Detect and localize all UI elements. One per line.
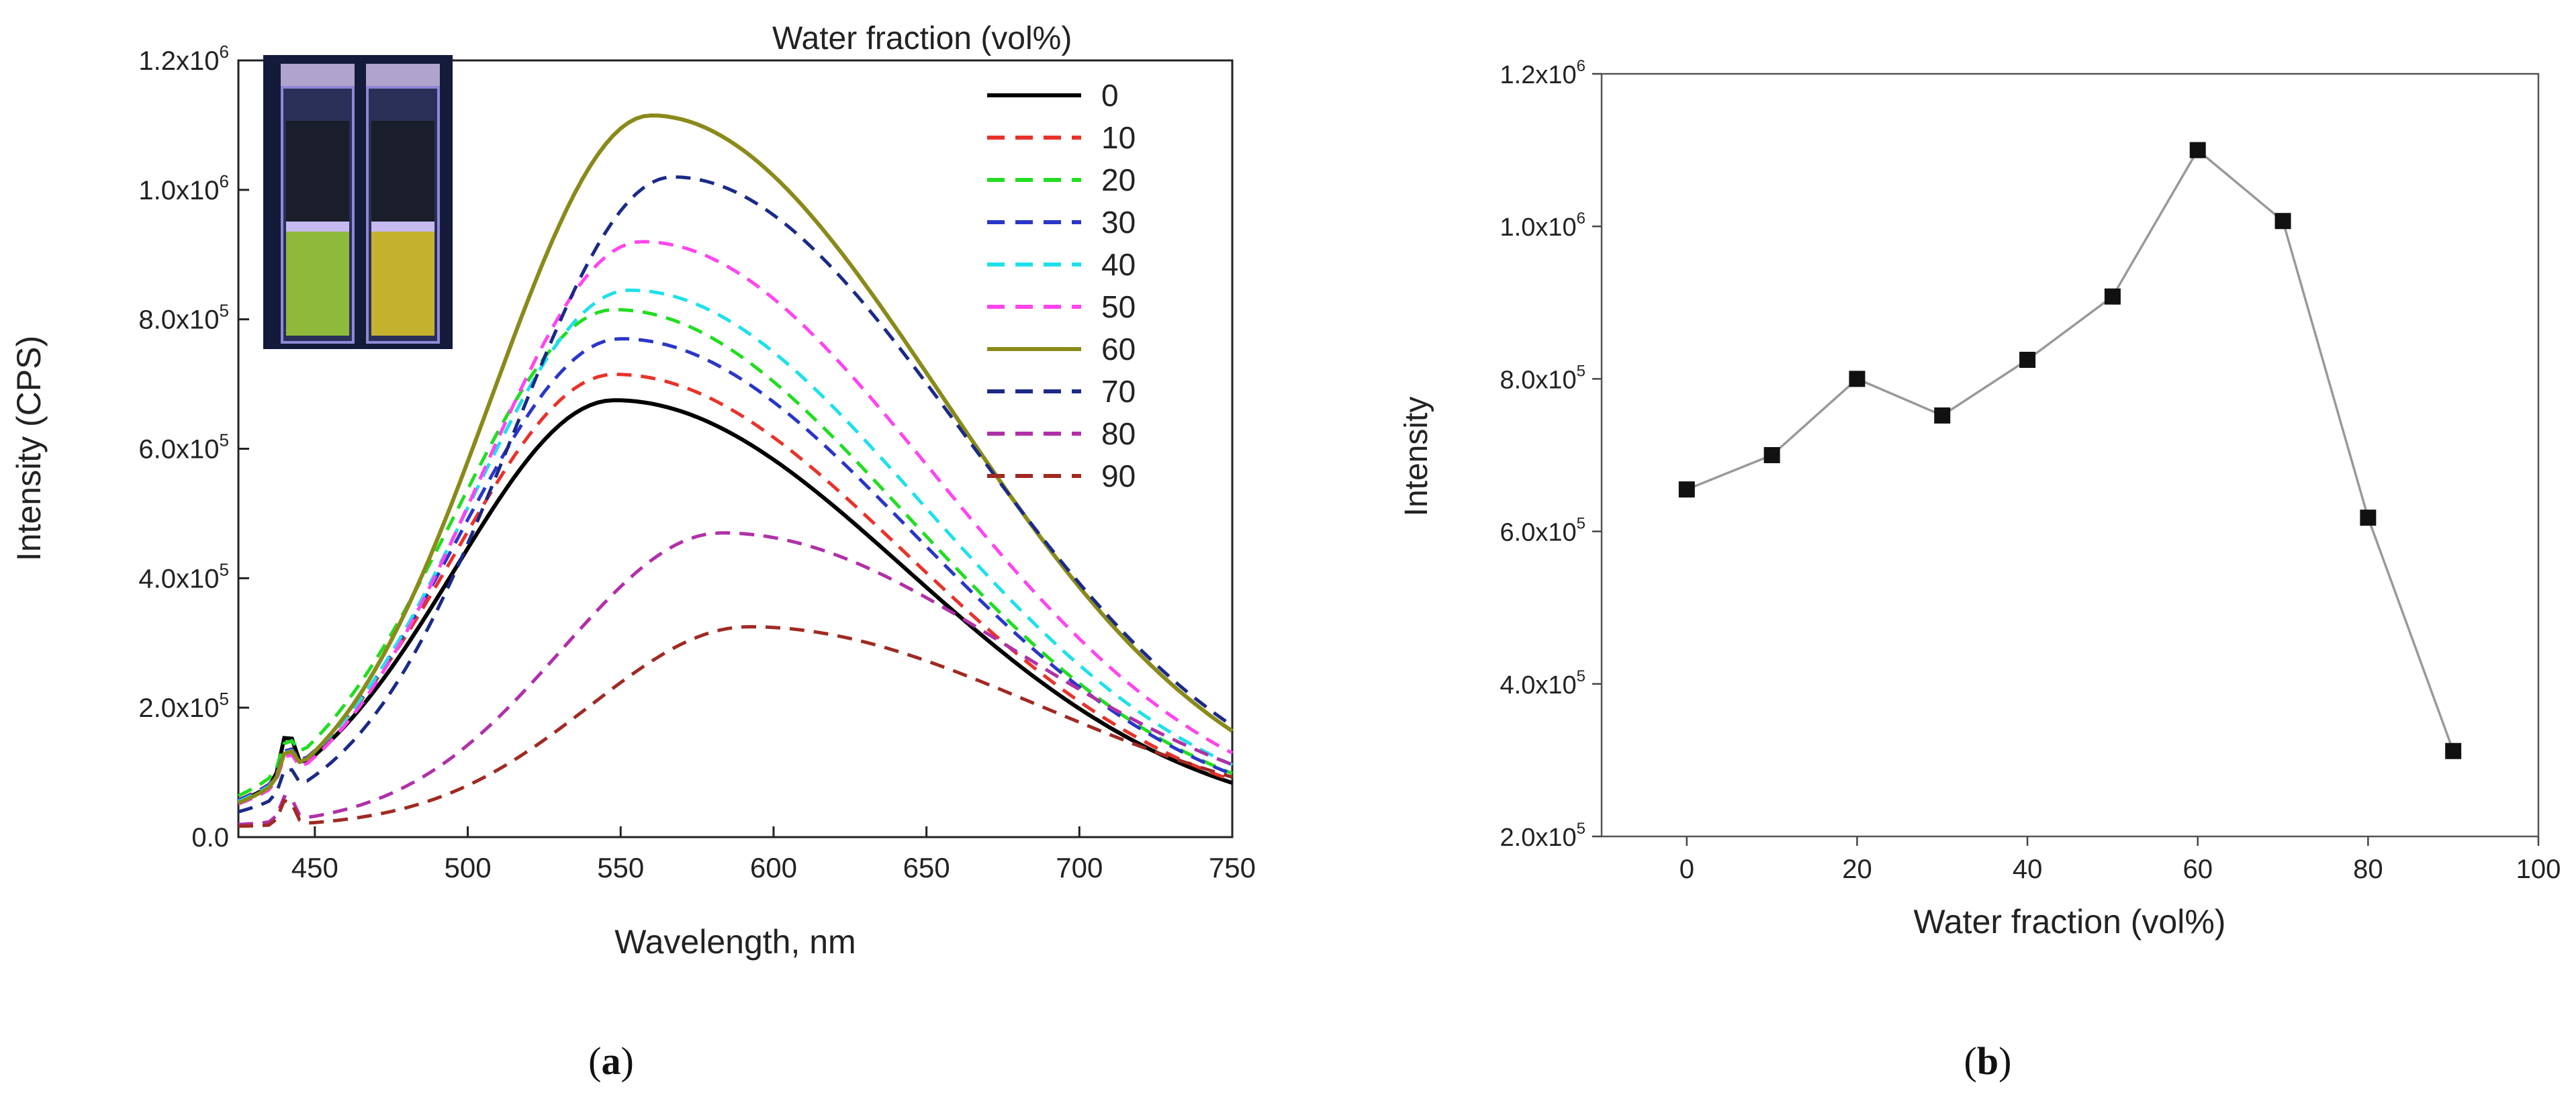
legend-label-10: 10	[1101, 120, 1136, 155]
spectrum-line-40	[238, 288, 1234, 804]
x-tick-label: 700	[1056, 852, 1103, 883]
spectrum-line-60	[237, 113, 1234, 805]
y-tick-label: 1.0x106	[1500, 209, 1585, 242]
spectrum-line-0	[237, 398, 1233, 804]
legend-label-60: 60	[1101, 332, 1136, 367]
panel-a-y-axis-label: Intensity (CPS)	[10, 336, 48, 561]
y-tick-label: 6.0x105	[138, 430, 229, 465]
y-tick-label: 1.2x106	[138, 42, 229, 76]
y-tick-label: 2.0x105	[1500, 820, 1585, 852]
panel-a-spectra-chart: 450 500 550 600 650 700 750 0.02.0x1054.0x1056…	[10, 21, 1256, 1083]
legend-label-90: 90	[1101, 458, 1136, 493]
x-tick-label: 100	[2516, 855, 2561, 884]
data-point-40	[2019, 352, 2036, 368]
x-tick-label: 20	[1842, 855, 1872, 884]
intensity-trend-line	[1686, 148, 2454, 752]
x-tick-label: 0	[1680, 855, 1694, 884]
x-tick-label: 450	[291, 852, 338, 883]
y-tick-label: 8.0x105	[1500, 362, 1585, 394]
x-tick-label: 600	[750, 852, 797, 883]
data-point-90	[2445, 742, 2462, 759]
y-tick-label: 8.0x105	[138, 301, 229, 335]
y-tick-label: 1.2x106	[1500, 57, 1585, 89]
panel-a-label: (a)	[588, 1039, 634, 1083]
data-point-70	[2274, 213, 2291, 230]
legend-label-80: 80	[1101, 416, 1136, 451]
data-point-30	[1934, 407, 1951, 424]
x-tick-label: 80	[2353, 855, 2383, 884]
legend-label-50: 50	[1101, 289, 1136, 324]
y-tick-label: 0.0	[191, 823, 229, 853]
x-tick-label: 650	[903, 852, 950, 883]
data-point-20	[1849, 371, 1866, 387]
panel-a-x-axis-label: Wavelength, nm	[614, 923, 856, 961]
x-tick-label: 60	[2182, 855, 2213, 884]
spectrum-line-10	[238, 373, 1233, 802]
data-point-60	[2189, 142, 2206, 158]
legend-label-0: 0	[1101, 78, 1119, 113]
data-point-10	[1763, 447, 1780, 463]
y-tick-label: 4.0x105	[1500, 667, 1585, 699]
y-tick-label: 4.0x105	[138, 559, 229, 593]
legend-label-70: 70	[1101, 374, 1136, 409]
cuvette-photo-inset	[263, 55, 453, 349]
y-tick-label: 2.0x105	[138, 689, 229, 723]
spectrum-line-20	[237, 307, 1233, 798]
spectrum-line-70	[238, 175, 1234, 814]
data-point-50	[2104, 288, 2121, 305]
spectrum-line-80	[238, 531, 1233, 826]
x-tick-label: 500	[444, 852, 491, 883]
legend-label-40: 40	[1101, 247, 1136, 282]
x-tick-label: 40	[2013, 855, 2043, 884]
panel-b-label: (b)	[1964, 1039, 2012, 1083]
y-tick-label: 6.0x105	[1500, 515, 1585, 547]
y-tick-label: 1.0x106	[138, 171, 229, 205]
panel-b-y-axis-label: Intensity	[1399, 397, 1434, 517]
legend-label-20: 20	[1101, 162, 1136, 197]
spectrum-line-50	[238, 240, 1234, 806]
legend-title: Water fraction (vol%)	[772, 21, 1072, 56]
panel-b-plot-frame	[1600, 73, 2540, 838]
data-point-80	[2360, 510, 2377, 526]
x-tick-label: 550	[597, 852, 644, 883]
panel-b-x-axis-label: Water fraction (vol%)	[1914, 903, 2226, 940]
panel-a-legend: Water fraction (vol%) 0 10 20 30 40 50 60 70 80 9…	[772, 21, 1136, 493]
spectrum-line-90	[238, 625, 1233, 828]
data-point-0	[1678, 481, 1695, 498]
x-tick-label: 750	[1209, 852, 1256, 883]
spectrum-line-30	[237, 337, 1233, 802]
legend-label-30: 30	[1101, 205, 1136, 240]
panel-b-intensity-chart: 0 20 40 60 80 100 2.0x105 4.0x105 6.0x105 8.0x10…	[1399, 57, 2561, 1083]
